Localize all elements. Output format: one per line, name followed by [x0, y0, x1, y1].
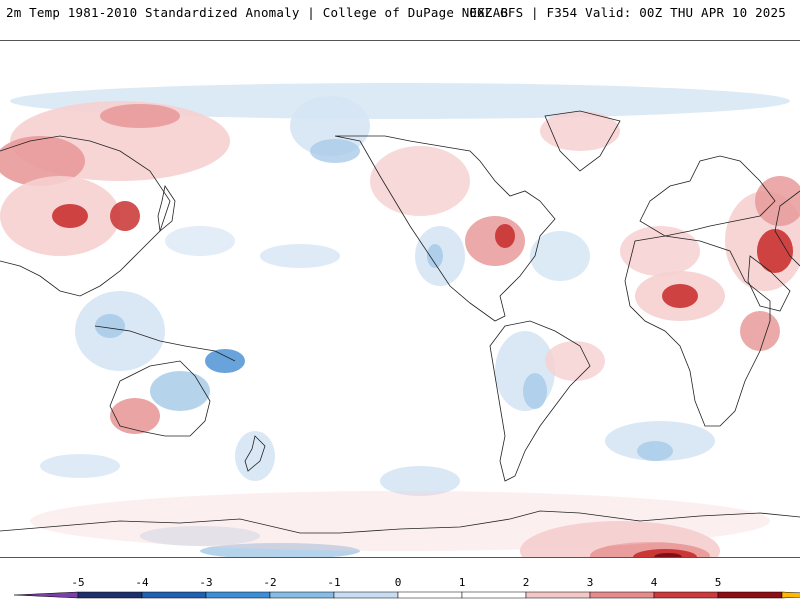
argentina-cool-core — [523, 373, 547, 409]
colorbar-bin — [77, 591, 143, 599]
us-east-warm-core — [495, 224, 515, 248]
map-title: 2m Temp 1981-2010 Standardized Anomaly |… — [6, 5, 509, 20]
caspian-warm — [755, 176, 800, 226]
bering-cool — [290, 96, 370, 156]
colorbar-bin — [269, 591, 335, 599]
china-warm-core — [52, 204, 88, 228]
new-zealand-coast — [244, 435, 266, 472]
colorbar-tick-label: 5 — [714, 576, 722, 589]
colorbar-tick-label: -1 — [327, 576, 341, 589]
maritime-cool-core — [95, 314, 125, 338]
horn-africa-warm — [740, 311, 780, 351]
pacific-cool-1 — [260, 244, 340, 268]
south-atlantic-cool-core — [637, 441, 673, 461]
north-america-coast — [334, 135, 556, 322]
rockies-cool-core — [427, 244, 443, 268]
south-atlantic-cool — [605, 421, 715, 461]
colorbar-bin — [525, 591, 591, 599]
colorbar-tick-label: -4 — [135, 576, 149, 589]
iran-warm-core — [757, 229, 793, 273]
arabia-coast — [747, 255, 791, 312]
indian-ocean-cool — [40, 454, 120, 478]
us-east-warm — [465, 216, 525, 266]
anomaly-map — [0, 40, 800, 558]
siberia-warm-core — [100, 104, 180, 128]
arctic-cool-band — [10, 83, 790, 119]
antarctic-warm-strong — [633, 549, 697, 557]
asia-coast-west — [774, 190, 800, 267]
world-map — [0, 83, 800, 557]
south-america-coast — [489, 320, 591, 482]
colorbar-tick-label: 0 — [394, 576, 402, 589]
colorbar-tick-label: -2 — [263, 576, 277, 589]
north-africa-warm — [620, 226, 700, 276]
indonesia-coast — [94, 325, 236, 362]
southern-ocean-cool — [140, 526, 260, 546]
colorbar-tick-label: 3 — [586, 576, 594, 589]
colorbar-bin — [589, 591, 655, 599]
colorbar: -5 -4 -3 -2 -1 0 1 2 3 4 5 — [0, 568, 800, 600]
japan-coast — [157, 184, 176, 232]
antarctica-coast — [0, 510, 800, 534]
colorbar-tick-label: -3 — [199, 576, 213, 589]
antarctic-warm-extreme — [654, 553, 682, 557]
australia-coast — [109, 360, 211, 437]
europe-coast — [639, 155, 776, 237]
australia-north-cool — [150, 371, 210, 411]
south-pacific-cool — [380, 466, 460, 496]
png-cool-core — [205, 349, 245, 373]
model-run-info: 06Z GFS | F354 Valid: 00Z THU APR 10 202… — [469, 5, 786, 20]
colorbar-bin — [653, 591, 719, 599]
colorbar-bin — [141, 591, 207, 599]
east-asia-warm — [0, 136, 85, 186]
colorbar-tick-label: 2 — [522, 576, 530, 589]
colorbar-bin — [397, 591, 463, 599]
australia-west-warm — [110, 398, 160, 434]
colorbar-bin — [333, 591, 399, 599]
colorbar-bin — [461, 591, 527, 599]
colorbar-bin — [717, 591, 783, 599]
sahel-warm-core — [662, 284, 698, 308]
alaska-cool — [310, 139, 360, 163]
greenland-warm — [540, 111, 620, 151]
colorbar-high-arrow — [781, 591, 800, 599]
atlantic-cool — [530, 231, 590, 281]
asia-coast-east — [0, 135, 171, 297]
africa-coast — [624, 235, 771, 427]
colorbar-tick-label: 4 — [650, 576, 658, 589]
anomaly-fields — [0, 83, 800, 557]
greenland-coast — [544, 110, 621, 172]
coastlines — [0, 110, 800, 534]
colorbar-tick-label: -5 — [71, 576, 85, 589]
new-zealand-cool — [235, 431, 275, 481]
colorbar-bin — [205, 591, 271, 599]
southern-ocean-warm-wash — [30, 491, 770, 551]
korea-warm-core — [110, 201, 140, 231]
canada-warm — [370, 146, 470, 216]
colorbar-tick-label: 1 — [458, 576, 466, 589]
brazil-warm — [545, 341, 605, 381]
antarctic-cool — [200, 543, 360, 557]
colorbar-low-arrow — [13, 591, 79, 599]
colorbar-graphic — [13, 591, 800, 599]
pacific-cool-2 — [165, 226, 235, 256]
